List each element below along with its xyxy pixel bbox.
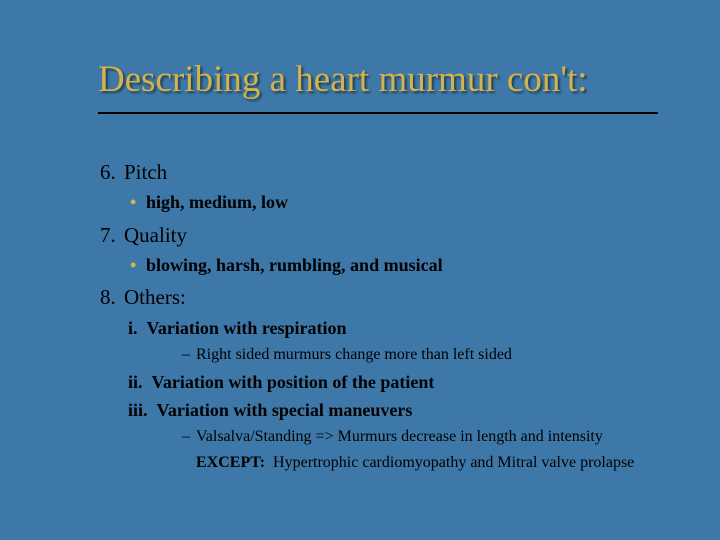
dash-text: Right sided murmurs change more than lef… [196, 346, 512, 363]
sub-text: blowing, harsh, rumbling, and musical [146, 255, 443, 275]
dash-icon: – [182, 344, 196, 366]
dash-icon: – [182, 426, 196, 448]
slide: Describing a heart murmur con't: 6.Pitch… [0, 0, 720, 540]
roman-num: i. [128, 318, 138, 338]
bullet-icon: • [130, 190, 146, 214]
roman-item-iii: iii. Variation with special maneuvers [128, 398, 680, 422]
roman-label: Variation with position of the patient [152, 372, 435, 392]
item-label: Pitch [124, 160, 167, 184]
roman-label: Variation with special maneuvers [157, 400, 413, 420]
roman-item-ii: ii. Variation with position of the patie… [128, 370, 680, 394]
except-line: EXCEPT: Hypertrophic cardiomyopathy and … [196, 452, 680, 474]
item-label: Quality [124, 223, 187, 247]
item-label: Others: [124, 285, 186, 309]
slide-title: Describing a heart murmur con't: [98, 58, 680, 101]
item-number: 7. [100, 221, 124, 249]
roman-num: ii. [128, 372, 143, 392]
sub-bullet: •blowing, harsh, rumbling, and musical [130, 253, 680, 277]
item-number: 8. [100, 283, 124, 311]
bullet-icon: • [130, 253, 146, 277]
roman-label: Variation with respiration [147, 318, 347, 338]
list-item-6: 6.Pitch [100, 158, 680, 186]
roman-num: iii. [128, 400, 148, 420]
sub-bullet: •high, medium, low [130, 190, 680, 214]
except-text: Hypertrophic cardiomyopathy and Mitral v… [273, 454, 634, 471]
dash-item: –Valsalva/Standing => Murmurs decrease i… [182, 426, 680, 448]
sub-text: high, medium, low [146, 192, 288, 212]
slide-body: 6.Pitch •high, medium, low 7.Quality •bl… [100, 158, 680, 473]
dash-item: –Right sided murmurs change more than le… [182, 344, 680, 366]
roman-item-i: i. Variation with respiration [128, 316, 680, 340]
title-underline [98, 112, 658, 114]
list-item-8: 8.Others: [100, 283, 680, 311]
dash-text: Valsalva/Standing => Murmurs decrease in… [196, 428, 603, 445]
except-label: EXCEPT: [196, 454, 265, 471]
item-number: 6. [100, 158, 124, 186]
list-item-7: 7.Quality [100, 221, 680, 249]
